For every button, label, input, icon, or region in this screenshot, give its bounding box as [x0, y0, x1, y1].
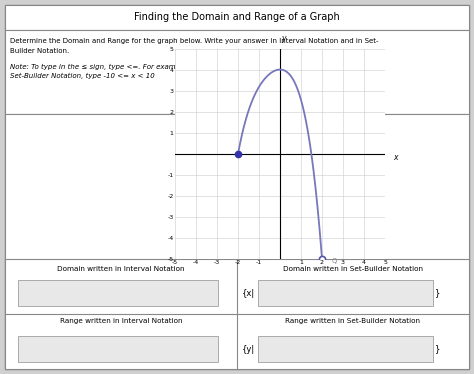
Text: {x|: {x| — [242, 288, 255, 297]
Text: Domain written in Interval Notation: Domain written in Interval Notation — [57, 266, 185, 272]
Bar — [18, 336, 218, 362]
Bar — [5, 5, 469, 30]
Text: Finding the Domain and Range of a Graph: Finding the Domain and Range of a Graph — [134, 12, 340, 22]
Text: Domain written in Set-Builder Notation: Domain written in Set-Builder Notation — [283, 266, 423, 272]
Text: Builder Notation.: Builder Notation. — [10, 48, 69, 54]
Text: Set-Builder Notation, type -10 <= x < 10: Set-Builder Notation, type -10 <= x < 10 — [10, 73, 155, 79]
Text: Range written in Set-Builder Notation: Range written in Set-Builder Notation — [285, 318, 420, 324]
Text: Range written in Interval Notation: Range written in Interval Notation — [60, 318, 182, 324]
Bar — [258, 336, 433, 362]
Text: Q: Q — [332, 258, 337, 264]
Text: y: y — [281, 34, 285, 43]
Bar — [5, 114, 469, 369]
Bar — [258, 280, 433, 306]
Text: }: } — [435, 344, 440, 353]
Bar — [5, 30, 469, 114]
Text: {y|: {y| — [242, 344, 255, 353]
Bar — [18, 280, 218, 306]
Text: Determine the Domain and Range for the graph below. Write your answer in Interva: Determine the Domain and Range for the g… — [10, 38, 379, 44]
Text: }: } — [435, 288, 440, 297]
Bar — [5, 259, 469, 369]
Text: x: x — [393, 153, 398, 162]
Text: Note: To type in the ≤ sign, type <=. For example, to enter the Domain [-10, 10): Note: To type in the ≤ sign, type <=. Fo… — [10, 63, 365, 70]
